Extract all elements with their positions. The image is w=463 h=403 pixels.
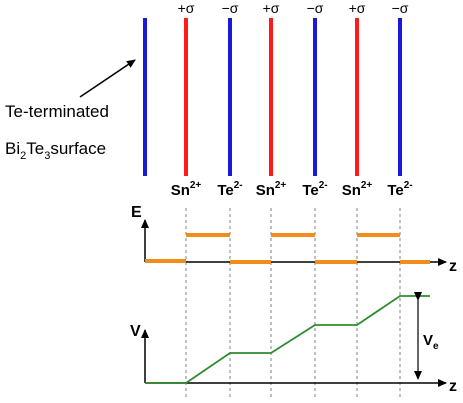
- energy-z-label: z: [449, 258, 457, 275]
- ion-label-4: Te2-: [302, 180, 327, 199]
- charge-label-4: −σ: [307, 0, 324, 16]
- dashed-guides: [185, 208, 401, 400]
- energy-levels: [145, 233, 430, 264]
- surface-label-line1: Te-terminated: [5, 102, 109, 121]
- ion-label-6: Te2-: [387, 180, 412, 199]
- potential-curve: [145, 295, 430, 384]
- charge-label-1: +σ: [178, 0, 195, 16]
- ion-label-2: Te2-: [217, 180, 242, 199]
- surface-label-line2: Bi2Te3surface: [5, 139, 106, 162]
- energy-y-label: E: [131, 204, 142, 221]
- charge-label-3: +σ: [263, 0, 280, 16]
- potential-y-label: V: [130, 323, 141, 340]
- ion-label-5: Sn2+: [342, 180, 373, 199]
- ion-label-1: Sn2+: [171, 180, 202, 199]
- surface-pointer-arrow: [79, 59, 136, 98]
- charge-label-5: +σ: [349, 0, 366, 16]
- charge-label-2: −σ: [222, 0, 239, 16]
- ve-label: Ve: [423, 332, 439, 352]
- potential-z-label: z: [449, 378, 457, 395]
- ion-label-3: Sn2+: [256, 180, 287, 199]
- charge-label-6: −σ: [392, 0, 409, 16]
